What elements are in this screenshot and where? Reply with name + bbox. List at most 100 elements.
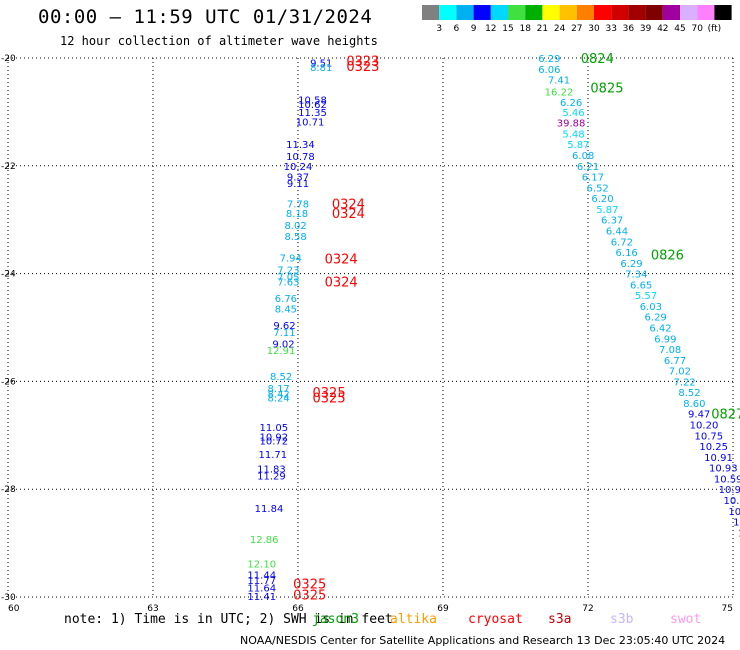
wave-height-point: 8.52 — [270, 372, 292, 383]
pass-label: 0825 — [590, 82, 623, 97]
colorbar-label: 39 — [640, 24, 652, 34]
wave-height-point: 6.72 — [611, 237, 633, 248]
pass-labels: 0323032303240324032403240325032503250325… — [293, 52, 740, 603]
colorbar-swatch — [611, 5, 629, 20]
wave-height-point: 10.62 — [298, 100, 327, 111]
colorbar-swatch — [525, 5, 543, 20]
wave-height-point: 11.41 — [247, 592, 276, 603]
pass-label: 0826 — [651, 249, 684, 264]
wave-height-point: 7.78 — [287, 200, 309, 211]
colorbar-swatch — [508, 5, 526, 20]
colorbar-label: 70 — [691, 24, 703, 34]
pass-label: 0323 — [346, 55, 379, 70]
colorbar-swatch — [576, 5, 594, 20]
satellite-legend-jason3: jason3 — [312, 612, 359, 627]
wave-height-point: 9.47 — [688, 410, 710, 421]
colorbar-label: 27 — [571, 24, 582, 34]
wave-height-point: 5.87 — [567, 140, 589, 151]
grid — [7, 57, 734, 598]
satellite-legend-swot: swot — [670, 612, 702, 627]
wave-height-point: 8.60 — [683, 399, 705, 410]
data-points: 9.518.8110.5810.6211.3510.7111.3410.7810… — [247, 54, 740, 603]
colorbar-swatch — [559, 5, 577, 20]
wave-height-point: 10.92 — [260, 432, 289, 443]
wave-height-point: 11.45 — [733, 518, 740, 529]
wave-height-point: 9.37 — [287, 173, 309, 184]
wave-height-point: 7.02 — [669, 367, 691, 378]
colorbar-swatch — [456, 5, 474, 20]
colorbar-label: 9 — [471, 24, 477, 34]
colorbar-swatch — [439, 5, 457, 20]
x-tick-label: 72 — [582, 604, 593, 614]
satellite-legend-cryosat: cryosat — [468, 612, 523, 627]
wave-height-point: 6.20 — [591, 194, 613, 205]
chart-title: 00:00 – 11:59 UTC 01/31/2024 — [38, 6, 373, 28]
wave-height-point: 11.71 — [259, 450, 288, 461]
wave-height-point: 8.17 — [268, 384, 290, 395]
chart-subtitle: 12 hour collection of altimeter wave hei… — [60, 34, 378, 48]
wave-height-point: 6.77 — [664, 356, 686, 367]
wave-height-point: 11.84 — [255, 504, 284, 515]
wave-height-point: 7.08 — [659, 345, 681, 356]
x-tick-label: 69 — [437, 604, 449, 614]
wave-height-point: 10.90 — [719, 485, 740, 496]
colorbar-swatch — [628, 5, 646, 20]
pass-label: 0325 — [293, 588, 326, 603]
wave-height-point: 11.77 — [247, 576, 276, 587]
colorbar-swatch — [714, 5, 732, 20]
x-tick-label: 66 — [292, 604, 304, 614]
colorbar-label: 24 — [554, 24, 566, 34]
pass-label: 0324 — [332, 198, 365, 213]
wave-height-point: 8.18 — [286, 209, 308, 220]
y-tick-label: -20 — [1, 54, 16, 64]
pass-label: 0325 — [313, 386, 346, 401]
wave-height-point: 7.63 — [277, 278, 299, 289]
wave-height-point: 6.37 — [601, 216, 623, 227]
wave-height-point: 9.62 — [273, 321, 295, 332]
colorbar-label: 45 — [674, 24, 685, 34]
wave-height-point: 10.75 — [695, 431, 724, 442]
wave-height-point: 7.41 — [548, 76, 570, 87]
colorbar-label: 15 — [502, 24, 513, 34]
wave-height-point: 8.24 — [268, 394, 290, 405]
wave-height-point: 5.87 — [596, 205, 618, 216]
colorbar-label: 30 — [588, 24, 600, 34]
wave-height-point: 6.29 — [620, 259, 642, 270]
colorbar-swatch — [697, 5, 715, 20]
wave-height-point: 7.05 — [277, 272, 299, 283]
colorbar-label: 21 — [537, 24, 548, 34]
wave-height-point: 7.11 — [273, 328, 295, 339]
colorbar-swatch — [645, 5, 663, 20]
wave-height-point: 10.91 — [704, 453, 733, 464]
colorbar-swatch — [680, 5, 698, 20]
wave-height-point: 6.26 — [560, 98, 582, 109]
x-tick-label: 75 — [722, 604, 733, 614]
wave-height-point: 6.29 — [645, 313, 667, 324]
wave-height-point: 10.93 — [709, 464, 738, 475]
wave-height-point: 7.22 — [674, 377, 696, 388]
colorbar-label: 18 — [519, 24, 531, 34]
wave-height-point: 11.34 — [286, 140, 315, 151]
wave-height-point: 6.76 — [275, 294, 297, 305]
colorbar-swatch — [490, 5, 508, 20]
wave-height-point: 16.22 — [545, 87, 574, 98]
wave-height-point: 10.58 — [298, 96, 327, 107]
wave-height-point: 39.88 — [557, 119, 586, 130]
wave-height-point: 5.46 — [562, 108, 584, 119]
wave-height-point: 10.70 — [724, 496, 740, 507]
pass-label: 0324 — [332, 207, 365, 222]
y-tick-label: -26 — [1, 377, 16, 387]
wave-height-point: 6.42 — [649, 324, 671, 335]
colorbar-swatch — [422, 5, 440, 20]
wave-height-point: 12.10 — [247, 560, 276, 571]
colorbar-swatch — [594, 5, 612, 20]
colorbar: 3 6 9 12 15 18 21 24 27 30 33 36 39 42 45 70 (ft) — [422, 5, 732, 34]
wave-height-point: 6.03 — [640, 302, 662, 313]
wave-height-point: 5.48 — [562, 129, 584, 140]
wave-height-point: 7.34 — [625, 270, 647, 281]
wave-height-point: 8.45 — [275, 305, 297, 316]
wave-height-point: 9.02 — [272, 340, 294, 351]
wave-height-point: 5.57 — [635, 291, 657, 302]
wave-height-point: 8.81 — [310, 63, 332, 74]
